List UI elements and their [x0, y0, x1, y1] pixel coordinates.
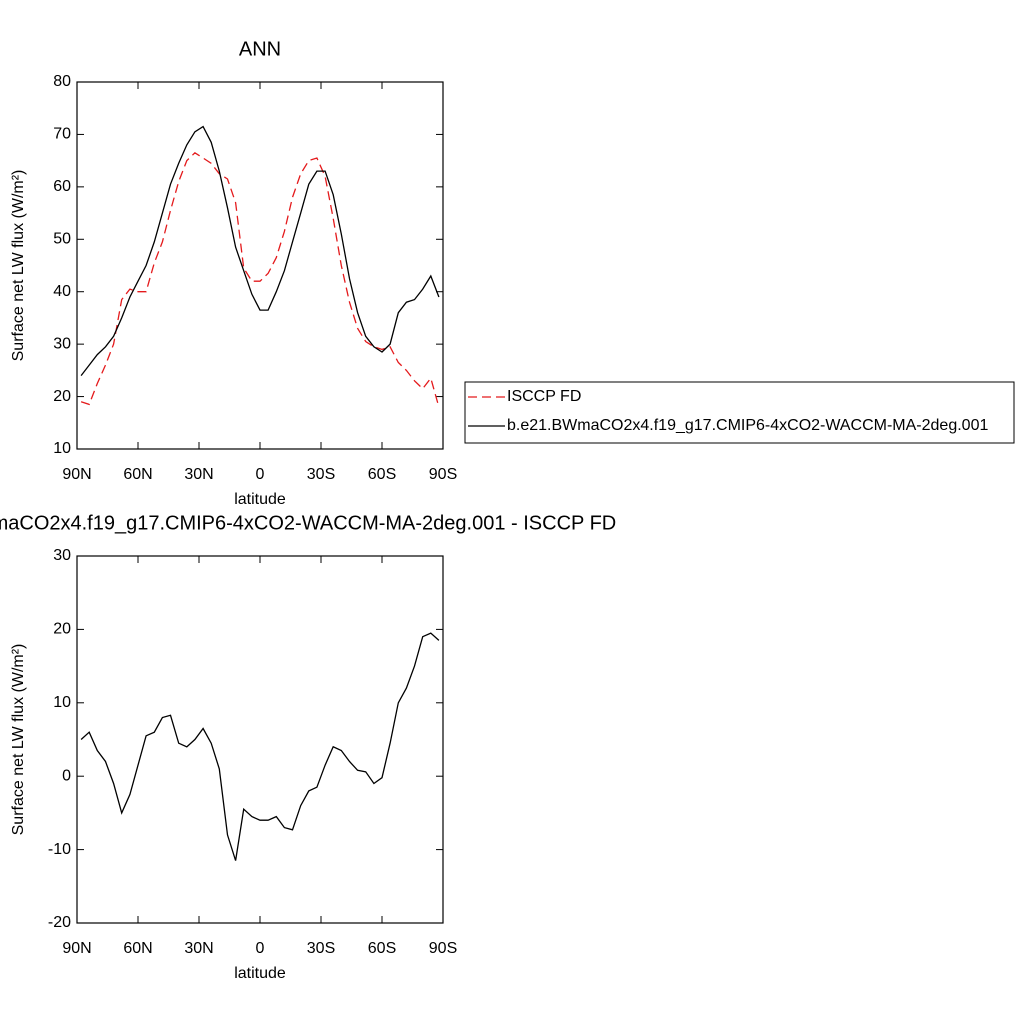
x-tick-label: 30N	[184, 466, 213, 483]
plot-frame	[76, 81, 444, 450]
y-tick-label: 10	[53, 694, 71, 711]
x-tick-label: 30S	[307, 940, 335, 957]
y-tick-label: 30	[53, 335, 71, 352]
plot-frame	[76, 555, 444, 924]
x-tick-label: 60S	[368, 466, 396, 483]
y-tick-label: 20	[53, 388, 71, 405]
x-tick-label: 90N	[62, 940, 91, 957]
data-line	[80, 125, 440, 376]
x-tick-label: 30S	[307, 466, 335, 483]
x-tick-label: 0	[256, 466, 265, 483]
y-tick-label: -20	[48, 914, 71, 931]
legend-label: b.e21.BWmaCO2x4.f19_g17.CMIP6-4xCO2-WACC…	[507, 417, 988, 434]
legend-label: ISCCP FD	[507, 388, 581, 405]
y-tick-label: 10	[53, 440, 71, 457]
x-tick-label: 90N	[62, 466, 91, 483]
data-line	[80, 151, 440, 408]
x-tick-label: 30N	[184, 940, 213, 957]
y-tick-label: 40	[53, 283, 71, 300]
y-axis-label: Surface net LW flux (W/m²)	[10, 644, 27, 836]
x-tick-label: 60N	[123, 940, 152, 957]
y-axis-label: Surface net LW flux (W/m²)	[10, 170, 27, 362]
x-tick-label: 90S	[429, 466, 457, 483]
x-tick-label: 90S	[429, 940, 457, 957]
x-axis-label: latitude	[234, 965, 286, 982]
y-tick-label: 50	[53, 231, 71, 248]
legend-box	[464, 381, 1015, 444]
x-tick-label: 60N	[123, 466, 152, 483]
data-line	[80, 632, 440, 861]
y-tick-label: 30	[53, 547, 71, 564]
y-tick-label: 20	[53, 621, 71, 638]
x-tick-label: 60S	[368, 940, 396, 957]
x-tick-label: 0	[256, 940, 265, 957]
chart-title: b.e21.BWmaCO2x4.f19_g17.CMIP6-4xCO2-WACC…	[0, 512, 616, 534]
x-axis-label: latitude	[234, 491, 286, 508]
y-tick-label: 80	[53, 73, 71, 90]
chart-title: ANN	[239, 38, 281, 60]
y-tick-label: 0	[62, 767, 71, 784]
y-tick-label: 60	[53, 178, 71, 195]
y-tick-label: -10	[48, 841, 71, 858]
y-tick-label: 70	[53, 126, 71, 143]
